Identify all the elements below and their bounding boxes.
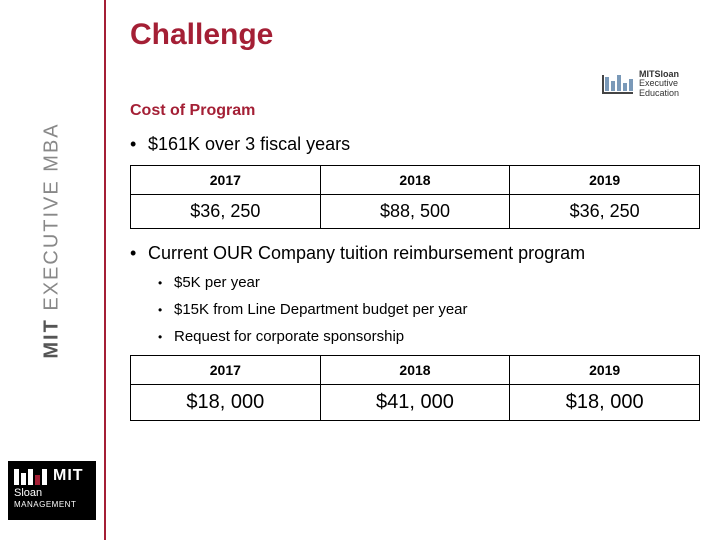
- sidebar-logo-row: MIT: [14, 467, 90, 485]
- table-row: 2017 2018 2019: [131, 356, 700, 385]
- cost-table-2: 2017 2018 2019 $18, 000 $41, 000 $18, 00…: [130, 355, 700, 421]
- sidebar-brand-text: MIT EXECUTIVE MBA: [41, 122, 64, 358]
- table-header: 2017: [131, 356, 321, 385]
- table-row: 2017 2018 2019: [131, 166, 700, 195]
- bullet-item: Current OUR Company tuition reimbursemen…: [130, 243, 700, 264]
- bullet-item: $161K over 3 fiscal years: [130, 134, 700, 155]
- table-row: $18, 000 $41, 000 $18, 000: [131, 385, 700, 421]
- table-cell: $41, 000: [320, 385, 510, 421]
- sidebar-logo-line2: MANAGEMENT: [14, 501, 90, 510]
- bullet-list: $161K over 3 fiscal years: [130, 134, 700, 155]
- sidebar-brand-strong: MIT: [41, 318, 63, 358]
- mit-bars-icon: [14, 469, 47, 485]
- sub-bullet-item: $15K from Line Department budget per yea…: [158, 301, 700, 318]
- sidebar-logo-line1: Sloan: [14, 487, 90, 499]
- sidebar-brand-light: EXECUTIVE MBA: [41, 122, 63, 310]
- sidebar-brand: MIT EXECUTIVE MBA: [12, 60, 92, 420]
- table-cell: $36, 250: [510, 195, 700, 229]
- content-area: Challenge Cost of Program $161K over 3 f…: [130, 18, 700, 530]
- slide: MIT EXECUTIVE MBA MIT Sloan MANAGEMENT: [0, 0, 720, 540]
- table-row: $36, 250 $88, 500 $36, 250: [131, 195, 700, 229]
- table-header: 2019: [510, 356, 700, 385]
- table-header: 2019: [510, 166, 700, 195]
- vertical-rule: [104, 0, 106, 540]
- sidebar-logo-mit: MIT: [53, 467, 84, 485]
- sub-bullet-item: $5K per year: [158, 274, 700, 291]
- page-title: Challenge: [130, 18, 700, 52]
- table-header: 2018: [320, 356, 510, 385]
- sub-bullet-list: $5K per year $15K from Line Department b…: [158, 274, 700, 345]
- sidebar-logo: MIT Sloan MANAGEMENT: [8, 461, 96, 520]
- page-subtitle: Cost of Program: [130, 102, 700, 120]
- table-cell: $18, 000: [131, 385, 321, 421]
- cost-table-1: 2017 2018 2019 $36, 250 $88, 500 $36, 25…: [130, 165, 700, 229]
- table-cell: $88, 500: [320, 195, 510, 229]
- table-header: 2017: [131, 166, 321, 195]
- table-cell: $36, 250: [131, 195, 321, 229]
- table-cell: $18, 000: [510, 385, 700, 421]
- bullet-list: Current OUR Company tuition reimbursemen…: [130, 243, 700, 264]
- sub-bullet-item: Request for corporate sponsorship: [158, 328, 700, 345]
- table-header: 2018: [320, 166, 510, 195]
